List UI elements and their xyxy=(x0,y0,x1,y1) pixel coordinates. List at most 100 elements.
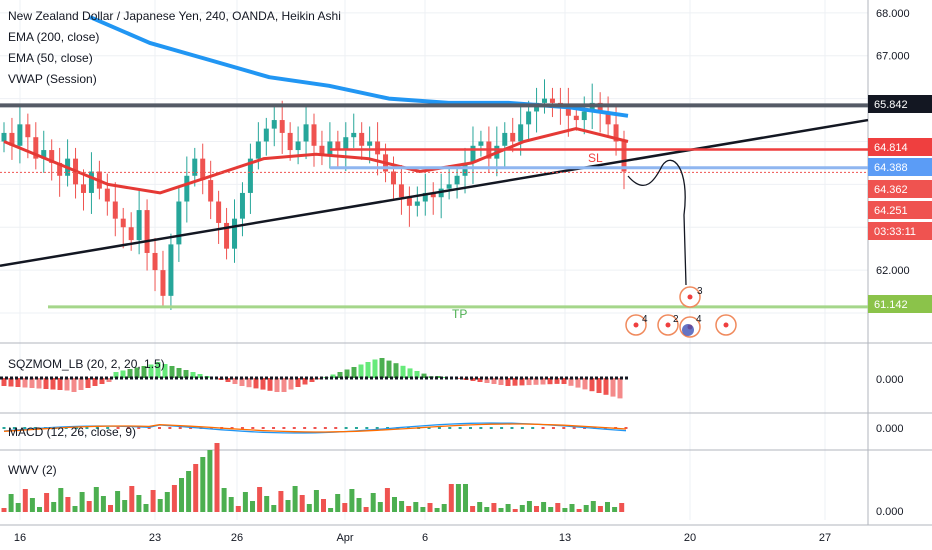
sqzmom-bar xyxy=(260,378,266,390)
sqzmom-label: SQZMOM_LB (20, 2, 20, 1.5) xyxy=(8,357,165,371)
candle-body xyxy=(144,210,150,253)
projection-marker-dot xyxy=(665,322,671,328)
grid xyxy=(0,0,932,526)
sqzmom-bar xyxy=(316,378,322,380)
projection: 3 4 2 4 xyxy=(625,159,737,338)
wwv-bar xyxy=(250,501,255,512)
wwv-bar xyxy=(157,499,163,512)
sqzmom-bar xyxy=(183,370,189,378)
macd-hist-bar xyxy=(624,427,628,429)
wwv-bar xyxy=(384,488,390,512)
price-tag-box xyxy=(868,222,932,240)
sqzmom-bar xyxy=(267,378,273,391)
candle-body xyxy=(88,171,94,193)
price-tick-label: 68.000 xyxy=(876,8,910,20)
sqzmom-bar xyxy=(610,378,616,397)
projection-cluster xyxy=(682,324,694,336)
macd-value: 0.000 xyxy=(876,423,904,435)
wwv-bar xyxy=(179,478,184,512)
wwv-bar xyxy=(448,484,454,512)
wwv-bar xyxy=(377,502,383,512)
wwv-bar xyxy=(463,484,468,512)
wwv-bar xyxy=(242,492,248,512)
sqzmom-bar xyxy=(456,378,462,379)
time-tick-label: 20 xyxy=(684,532,696,544)
sqzmom-bar xyxy=(351,367,357,378)
candle-body xyxy=(510,132,516,142)
time-tick-label: 23 xyxy=(149,532,161,544)
macd-hist-bar xyxy=(230,427,234,429)
candle-body xyxy=(327,141,333,155)
macd-hist-bar xyxy=(189,427,193,429)
wwv-bar xyxy=(434,508,440,512)
candle-body xyxy=(33,137,39,159)
candle-body xyxy=(351,132,357,138)
candle-body xyxy=(41,150,47,159)
candle-body xyxy=(406,197,412,206)
wwv-bar xyxy=(306,504,312,512)
candle-body xyxy=(57,162,63,176)
macd-hist-bar xyxy=(313,427,317,429)
price-tag-box xyxy=(868,95,932,113)
candle-body xyxy=(398,184,404,198)
candle-body xyxy=(152,252,158,271)
wwv-bar xyxy=(257,487,263,512)
wwv-bar xyxy=(235,506,241,512)
candle-body xyxy=(232,218,238,249)
candle-body xyxy=(343,137,349,151)
sqzmom-value: 0.000 xyxy=(876,374,904,386)
time-axis: 16 23 26 Apr 6 13 20 27 xyxy=(14,532,831,544)
projection-label: 3 xyxy=(697,286,703,297)
macd-hist-bar xyxy=(75,427,79,429)
candle-body xyxy=(502,132,508,146)
candle-body xyxy=(104,188,110,202)
candle-body xyxy=(359,132,365,146)
sqzmom-bar xyxy=(414,371,420,378)
wwv-bar xyxy=(498,508,504,512)
wwv-bar xyxy=(37,507,42,512)
projection-label: 2 xyxy=(673,314,679,325)
wwv-bar xyxy=(612,507,618,512)
wwv-bar xyxy=(356,498,362,512)
price-tag-label: 61.142 xyxy=(874,299,908,311)
macd-hist-bar xyxy=(562,427,566,429)
sqzmom-bar xyxy=(526,378,532,386)
wwv-bar xyxy=(214,443,220,512)
sqzmom-bar xyxy=(15,378,21,387)
projection-marker-dot xyxy=(687,294,693,300)
candle-body xyxy=(1,132,7,142)
macd-hist-bar xyxy=(427,427,431,429)
candle-body xyxy=(25,124,31,138)
candle-body xyxy=(367,141,373,146)
wwv-bar xyxy=(583,505,589,512)
wwv-bar xyxy=(171,485,177,512)
wwv-bar xyxy=(470,506,476,512)
wwv-bar xyxy=(44,493,50,512)
wwv-bar xyxy=(186,471,192,512)
sqzmom-bar xyxy=(421,373,427,378)
wwv-bar xyxy=(370,493,376,512)
sqzmom-bar xyxy=(554,378,560,384)
wwv-bar xyxy=(93,487,99,512)
time-tick-label: 26 xyxy=(231,532,243,544)
macd-hist-bar xyxy=(2,427,6,429)
wwv-bar xyxy=(399,501,405,512)
sqzmom-bar xyxy=(498,378,504,385)
candle-body xyxy=(247,158,253,193)
candle-body xyxy=(128,227,134,241)
sqzmom-bar xyxy=(50,378,56,390)
macd-hist-bar xyxy=(365,427,369,429)
sqzmom-bar xyxy=(8,378,14,387)
wwv-bar xyxy=(278,491,284,512)
wwv-bar xyxy=(207,450,213,512)
wwv-value: 0.000 xyxy=(876,506,904,518)
candle-body xyxy=(224,222,230,249)
wwv-bar xyxy=(122,500,128,512)
macd-hist-bar xyxy=(137,427,141,429)
sqzmom-bar xyxy=(162,364,168,378)
sqzmom-bar xyxy=(197,374,203,378)
wwv-bar xyxy=(335,494,341,512)
sqzmom-bar xyxy=(239,378,245,386)
wwv-bar xyxy=(164,492,170,512)
